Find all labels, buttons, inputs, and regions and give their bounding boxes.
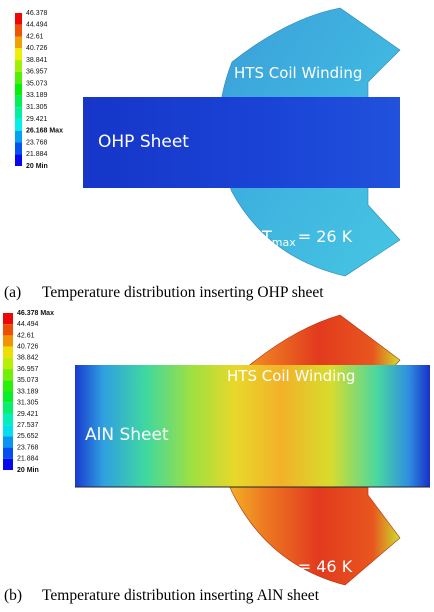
legend-swatch <box>3 447 13 459</box>
legend-swatch <box>15 60 22 72</box>
legend-label: 44.494 <box>17 321 39 328</box>
legend-swatch <box>3 413 13 426</box>
legend-label: 36.957 <box>17 366 39 373</box>
legend-swatch <box>3 346 13 358</box>
legend-label: 33.189 <box>17 388 39 395</box>
sheet-label: AlN Sheet <box>85 425 169 445</box>
tmax-symbol: T <box>261 557 272 576</box>
legend-swatch <box>3 380 13 392</box>
legend-label: 21.884 <box>17 456 39 463</box>
legend-label: 38.841 <box>26 57 48 64</box>
legend-swatch <box>3 391 13 403</box>
legend-swatch <box>3 357 13 370</box>
tmax-label: Tmax = 46 K <box>261 557 353 579</box>
legend-label: 26.168 Max <box>26 128 63 135</box>
legend-swatch <box>3 324 13 336</box>
legend-label: 35.073 <box>26 80 48 87</box>
legend-label: 29.421 <box>17 411 39 418</box>
caption-label: (a) <box>4 284 21 301</box>
coil-label: HTS Coil Winding <box>227 367 355 385</box>
legend-swatch <box>15 95 22 108</box>
legend-label: 46.378 Max <box>17 310 54 317</box>
legend-label: 31.305 <box>26 104 48 111</box>
legend-label: 40.726 <box>17 343 39 350</box>
legend-label: 25.652 <box>17 433 39 440</box>
legend-label: 20 Min <box>26 163 48 170</box>
legend-label: 36.957 <box>26 69 48 76</box>
sheet-shape <box>75 365 430 487</box>
tmax-label: Tmax = 26 K <box>261 227 353 249</box>
legend-swatch <box>15 107 22 119</box>
legend-label: 21.884 <box>26 151 48 158</box>
sheet-shape <box>83 97 400 188</box>
legend-label: 23.768 <box>17 444 39 451</box>
legend-label: 23.768 <box>26 139 48 146</box>
legend-label: 42.61 <box>17 332 35 339</box>
tmax-subscript: max <box>272 236 296 249</box>
legend-label: 40.726 <box>26 45 48 52</box>
legend-label: 29.421 <box>26 116 48 123</box>
legend-label: 27.537 <box>17 422 39 429</box>
sheet-label: OHP Sheet <box>98 132 189 152</box>
legend-swatch <box>15 71 22 84</box>
tmax-value: = 46 K <box>298 557 353 576</box>
legend-swatch <box>15 48 22 61</box>
caption-text: Temperature distribution inserting AlN s… <box>42 587 320 604</box>
legend-label: 42.61 <box>26 33 44 40</box>
legend-swatch <box>3 425 13 437</box>
legend-label: 35.073 <box>17 377 39 384</box>
caption-label: (b) <box>4 587 22 604</box>
tmax-value: = 26 K <box>298 227 353 246</box>
legend-swatch <box>15 154 22 166</box>
legend-swatch <box>3 402 13 414</box>
legend-swatch <box>15 36 22 49</box>
legend-swatch <box>15 13 22 25</box>
legend-swatch <box>15 142 22 155</box>
legend-label: 44.494 <box>26 22 48 29</box>
legend-swatch <box>3 313 13 325</box>
coil-label: HTS Coil Winding <box>234 64 362 82</box>
caption-text: Temperature distribution inserting OHP s… <box>42 284 324 301</box>
legend-swatch <box>15 118 22 131</box>
legend-swatch <box>15 24 22 37</box>
legend-swatch <box>3 335 13 347</box>
legend-swatch <box>3 369 13 381</box>
legend-label: 31.305 <box>17 400 39 407</box>
tmax-symbol: T <box>261 227 272 246</box>
tmax-subscript: max <box>272 566 296 579</box>
legend-label: 20 Min <box>17 467 39 474</box>
legend-label: 46.378 <box>26 10 48 17</box>
legend-label: 33.189 <box>26 92 48 99</box>
legend-swatch <box>3 458 13 470</box>
legend-label: 38.842 <box>17 355 39 362</box>
legend-swatch <box>15 83 22 96</box>
legend-swatch <box>3 436 13 448</box>
legend-swatch <box>15 130 22 143</box>
